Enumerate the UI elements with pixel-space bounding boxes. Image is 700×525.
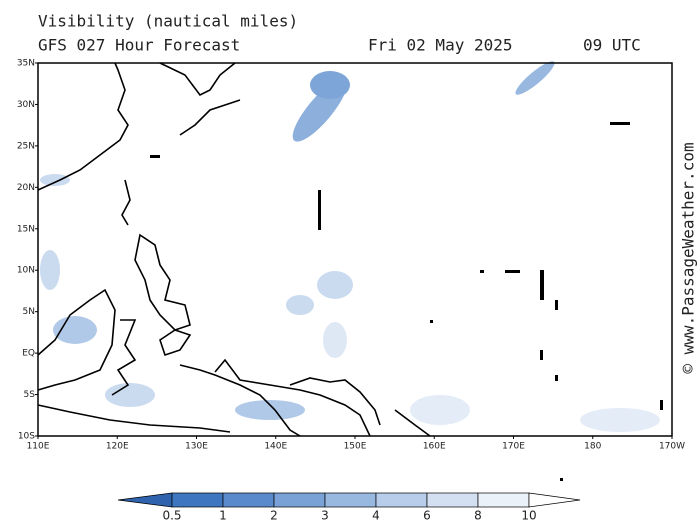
colorbar-low	[117, 492, 173, 508]
colorbar-high	[528, 492, 581, 508]
colorbar-segment	[477, 492, 530, 508]
date: Fri 02 May 2025	[368, 36, 513, 55]
colorbar-segment	[375, 492, 428, 508]
colorbar-segment	[222, 492, 275, 508]
colorbar-label: 6	[423, 509, 431, 523]
colorbar-label: 8	[474, 509, 482, 523]
visibility-field	[40, 61, 660, 432]
colorbar-segment	[426, 492, 479, 508]
colorbar-label: 0.5	[162, 509, 181, 523]
lon-label: 130E	[185, 442, 208, 452]
lon-label: 150E	[344, 442, 367, 452]
credit: © www.PassageWeather.com	[679, 142, 698, 373]
lat-label: 20N	[17, 183, 35, 193]
colorbar-label: 1	[219, 509, 227, 523]
lon-label: 140E	[264, 442, 287, 452]
lon-label: 110E	[27, 442, 50, 452]
lat-label: EQ	[22, 349, 35, 359]
lat-label: 10N	[17, 266, 35, 276]
colorbar-label: 4	[372, 509, 380, 523]
lon-label: 170W	[659, 442, 685, 452]
colorbar-label: 2	[270, 509, 278, 523]
lat-label: 30N	[17, 100, 35, 110]
lat-label: 35N	[17, 59, 35, 69]
colorbar-label: 10	[521, 509, 536, 523]
title: Visibility (nautical miles)	[38, 12, 298, 31]
islands	[150, 122, 663, 481]
colorbar-segment	[273, 492, 326, 508]
map-area	[38, 63, 672, 436]
coastlines	[37, 62, 431, 437]
lon-label: 170E	[502, 442, 525, 452]
lat-label: 10S	[18, 432, 35, 442]
map	[37, 61, 673, 481]
time: 09 UTC	[583, 36, 641, 55]
lat-label: 15N	[17, 224, 35, 234]
lat-label: 25N	[17, 141, 35, 151]
colorbar-segment	[324, 492, 377, 508]
lon-label: 180	[584, 442, 601, 452]
lat-label: 5S	[24, 390, 36, 400]
colorbar-segment	[171, 492, 224, 508]
lat-label: 5N	[23, 307, 35, 317]
colorbar-label: 3	[321, 509, 329, 523]
lon-label: 160E	[423, 442, 446, 452]
forecast: GFS 027 Hour Forecast	[38, 36, 240, 55]
lon-label: 120E	[106, 442, 129, 452]
